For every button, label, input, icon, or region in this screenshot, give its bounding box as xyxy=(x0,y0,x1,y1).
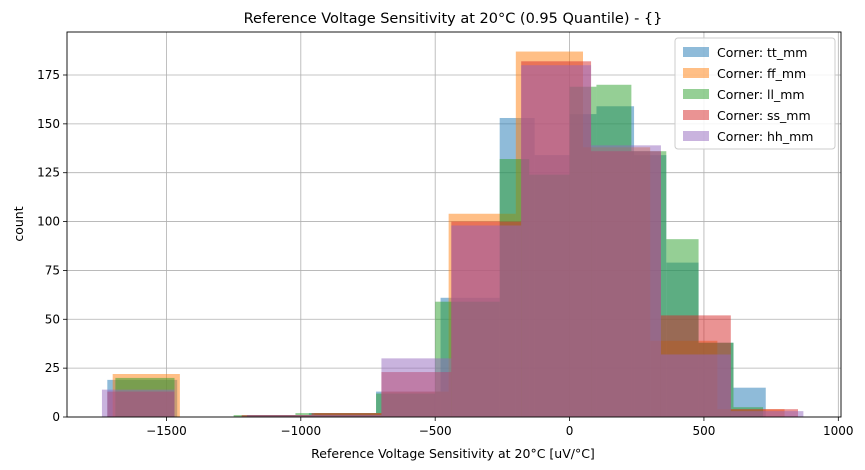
x-tick-label: 500 xyxy=(692,424,715,438)
legend-label: Corner: ll_mm xyxy=(717,87,805,102)
y-tick-label: 175 xyxy=(37,68,60,82)
legend-swatch xyxy=(683,68,709,78)
legend-label: Corner: ff_mm xyxy=(717,66,806,81)
series-corner-hh-mm xyxy=(101,65,804,417)
legend-swatch xyxy=(683,89,709,99)
histogram-bar xyxy=(314,415,382,417)
histogram-bar xyxy=(101,389,175,417)
y-tick-label: 150 xyxy=(37,117,60,131)
y-tick-label: 25 xyxy=(45,361,60,375)
histogram-bar xyxy=(521,65,592,417)
legend-label: Corner: hh_mm xyxy=(717,129,813,144)
legend-label: Corner: tt_mm xyxy=(717,45,807,60)
legend-box xyxy=(674,37,836,150)
axis-ticks: −1500 −1000 −500 0 500 1000 0 25 50 75 100 125 150 17… xyxy=(37,68,853,438)
x-axis-label: Reference Voltage Sensitivity at 20°C [u… xyxy=(311,446,595,461)
histogram-bar xyxy=(451,225,522,417)
histogram-bar xyxy=(730,411,804,417)
x-tick-label: 0 xyxy=(566,424,574,438)
y-tick-label: 50 xyxy=(45,312,60,326)
x-tick-label: −1000 xyxy=(281,424,322,438)
legend-swatch xyxy=(683,131,709,141)
legend-swatch xyxy=(683,110,709,120)
histogram-bar xyxy=(660,354,731,417)
chart-title: Reference Voltage Sensitivity at 20°C (0… xyxy=(244,11,663,27)
plot-frame xyxy=(66,31,842,418)
y-tick-label: 75 xyxy=(45,263,60,277)
bars xyxy=(101,51,804,418)
y-tick-label: 125 xyxy=(37,166,60,180)
histogram-bar xyxy=(591,145,661,417)
x-tick-label: −1500 xyxy=(146,424,187,438)
legend: Corner: tt_mm Corner: ff_mm Corner: ll_mm C… xyxy=(674,37,836,150)
legend-label: Corner: ss_mm xyxy=(717,108,811,123)
x-tick-label: −500 xyxy=(419,424,452,438)
y-axis-label: count xyxy=(11,206,26,241)
histogram-bar xyxy=(381,358,452,417)
legend-swatch xyxy=(683,47,709,57)
x-tick-label: 1000 xyxy=(823,424,854,438)
y-tick-label: 0 xyxy=(52,410,60,424)
histogram-bar xyxy=(247,415,315,417)
y-tick-label: 100 xyxy=(37,215,60,229)
